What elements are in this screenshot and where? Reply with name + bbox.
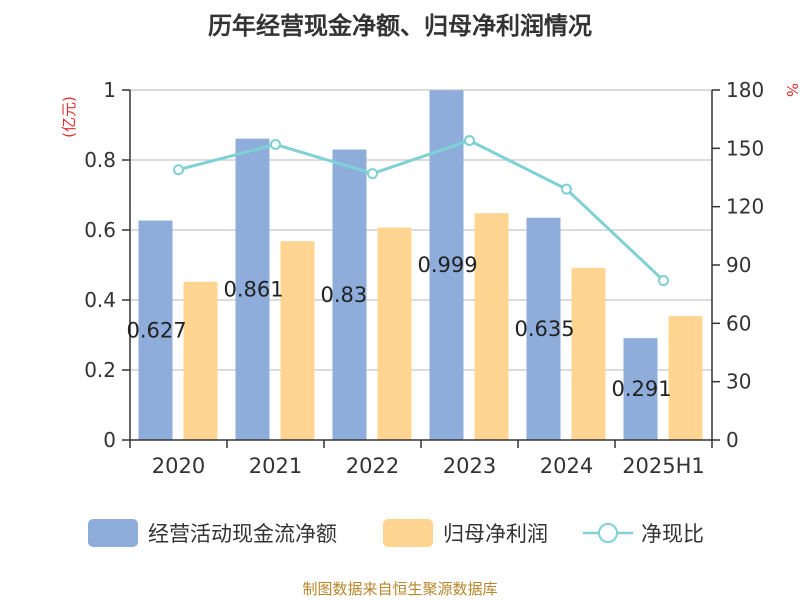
bar-cash-flow xyxy=(332,149,367,440)
y-right-unit: % xyxy=(783,83,800,97)
y-left-tick-label: 0.8 xyxy=(84,148,116,172)
point-ratio xyxy=(561,183,572,195)
bar-net-profit xyxy=(668,316,703,440)
point-ratio xyxy=(173,164,184,176)
y-right-tick-label: 180 xyxy=(726,78,764,102)
bar-cash-flow-label: 0.291 xyxy=(612,377,672,401)
legend-swatch-cash-flow xyxy=(88,519,138,547)
y-right-tick-label: 30 xyxy=(726,370,751,394)
bar-cash-flow-label: 0.861 xyxy=(224,277,284,301)
bar-cash-flow xyxy=(138,220,173,440)
x-tick-label: 2023 xyxy=(443,454,496,478)
y-right-tick-label: 120 xyxy=(726,195,764,219)
point-ratio xyxy=(464,135,475,147)
line-layer xyxy=(173,135,669,287)
bar-net-profit xyxy=(377,227,412,440)
legend-label-ratio: 净现比 xyxy=(641,522,704,546)
label-layer: 0.627 0.861 0.83 0.999 0.635 0.291 xyxy=(127,253,672,401)
bar-cash-flow-label: 0.83 xyxy=(321,283,368,307)
chart-title: 历年经营现金净额、归母净利润情况 xyxy=(208,12,592,40)
axis-layer: 0 0.2 0.4 0.6 0.8 1 0 30 60 90 120 150 180 (亿元)% 2020 2… xyxy=(60,78,800,478)
y-left-tick-label: 0 xyxy=(103,428,116,452)
x-tick-label: 2020 xyxy=(152,454,205,478)
legend-item-ratio[interactable]: 净现比 xyxy=(583,518,704,548)
y-right-tick-label: 150 xyxy=(726,136,764,160)
y-right-tick-label: 90 xyxy=(726,253,751,277)
y-left-tick-label: 0.4 xyxy=(84,288,116,312)
bar-net-profit xyxy=(571,267,606,440)
legend-swatch-net-profit xyxy=(383,519,433,547)
legend-swatch-ratio xyxy=(583,523,633,543)
legend-label-net-profit: 归母净利润 xyxy=(443,522,548,546)
point-ratio xyxy=(658,275,669,287)
point-ratio xyxy=(367,168,378,180)
bar-net-profit xyxy=(474,213,509,440)
y-left-tick-label: 0.2 xyxy=(84,358,116,382)
legend-label-cash-flow: 经营活动现金流净额 xyxy=(148,522,337,546)
line-ratio xyxy=(178,138,665,282)
bar-net-profit xyxy=(280,241,315,440)
legend-item-cash-flow[interactable]: 经营活动现金流净额 xyxy=(88,518,337,548)
x-tick-label: 2025H1 xyxy=(622,454,705,478)
bar-cash-flow-label: 0.635 xyxy=(515,317,575,341)
y-left-tick-label: 1 xyxy=(103,78,116,102)
bar-net-profit xyxy=(183,281,218,440)
bar-cash-flow xyxy=(623,338,658,440)
y-right-tick-label: 60 xyxy=(726,311,751,335)
x-tick-label: 2024 xyxy=(540,454,593,478)
point-ratio xyxy=(270,138,281,150)
bar-cash-flow xyxy=(235,138,270,440)
y-left-unit: (亿元) xyxy=(60,96,78,138)
bar-cash-flow xyxy=(526,217,561,440)
source-note: 制图数据来自恒生聚源数据库 xyxy=(302,580,498,598)
bar-cash-flow-label: 0.999 xyxy=(418,253,478,277)
legend-item-net-profit[interactable]: 归母净利润 xyxy=(383,518,548,548)
y-right-tick-label: 0 xyxy=(726,428,739,452)
bar-layer xyxy=(138,90,703,440)
x-tick-label: 2021 xyxy=(249,454,302,478)
y-left-tick-label: 0.6 xyxy=(84,218,116,242)
bar-cash-flow-label: 0.627 xyxy=(127,318,187,342)
grid-layer xyxy=(130,89,712,371)
x-tick-label: 2022 xyxy=(346,454,399,478)
